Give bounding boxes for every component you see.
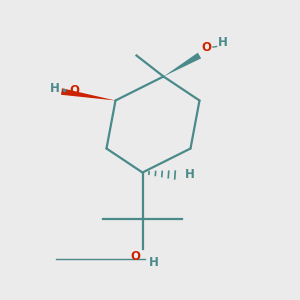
- Text: O: O: [130, 250, 140, 263]
- Text: H: H: [218, 36, 228, 49]
- Text: O: O: [201, 41, 211, 54]
- Polygon shape: [164, 52, 201, 76]
- Text: H: H: [185, 167, 195, 181]
- Text: H: H: [50, 82, 60, 95]
- Text: O: O: [69, 83, 79, 97]
- Text: H: H: [149, 256, 159, 269]
- Polygon shape: [61, 88, 116, 100]
